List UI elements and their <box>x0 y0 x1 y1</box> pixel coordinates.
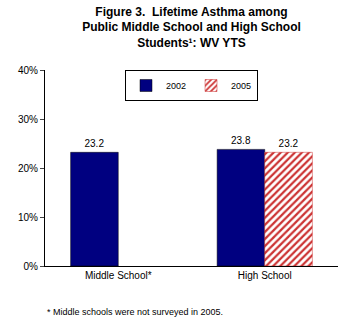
svg-text:0%: 0% <box>24 261 39 272</box>
svg-text:23.2: 23.2 <box>279 138 299 149</box>
svg-text:20%: 20% <box>18 163 38 174</box>
svg-text:30%: 30% <box>18 114 38 125</box>
svg-text:High School: High School <box>238 270 292 281</box>
svg-text:23.8: 23.8 <box>231 135 251 146</box>
svg-text:2002: 2002 <box>166 81 186 91</box>
svg-text:* Middle schools were not surv: * Middle schools were not surveyed in 20… <box>47 307 223 317</box>
svg-text:2005: 2005 <box>231 81 251 91</box>
svg-text:40%: 40% <box>18 65 38 76</box>
svg-text:23.2: 23.2 <box>84 138 104 149</box>
svg-text:10%: 10% <box>18 212 38 223</box>
svg-text:Middle School*: Middle School* <box>85 270 152 281</box>
svg-text:Figure 3. Lifetime Asthma amo: Figure 3. Lifetime Asthma amongPublic Mi… <box>82 5 301 50</box>
